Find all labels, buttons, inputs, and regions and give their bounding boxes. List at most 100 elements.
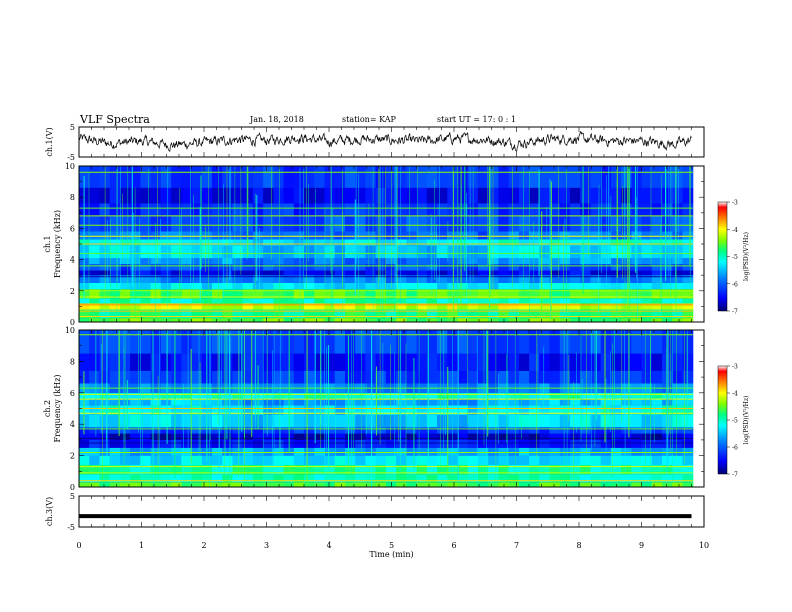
spectrogram-cell — [140, 203, 152, 216]
spectrogram-cell — [304, 330, 315, 354]
spectrogram-cell — [263, 231, 274, 240]
spectrogram-cell — [600, 353, 612, 371]
spectrogram-cell — [324, 239, 336, 246]
spectrogram-cell — [109, 270, 121, 276]
spectrogram-cell — [570, 330, 581, 354]
spectrogram-cell — [293, 330, 305, 354]
spectrogram-cell — [375, 447, 387, 456]
spectrogram-cell — [570, 414, 581, 428]
spectrogram-cell — [631, 318, 643, 322]
spectrogram-cell — [580, 270, 591, 276]
spectrogram-cell — [375, 427, 387, 434]
spectrogram-cell — [631, 187, 643, 204]
spectrogram-cell — [324, 264, 336, 271]
spectrogram-cell — [242, 275, 254, 283]
spectrogram-cell — [263, 392, 274, 400]
spectrogram-cell — [672, 270, 684, 276]
spectrogram-cell — [406, 318, 418, 322]
spectrogram-cell — [641, 309, 653, 319]
spectrogram-cell — [437, 289, 448, 299]
spectrogram-cell — [334, 245, 346, 259]
spectrogram-cell — [191, 283, 203, 290]
spectrogram-cell — [130, 330, 141, 354]
spectrogram-cell — [570, 309, 581, 319]
y-axis-label: Frequency (kHz) — [53, 374, 62, 442]
spectrogram-cell — [498, 433, 510, 440]
x-tick-label: 6 — [451, 541, 456, 550]
spectrogram-cell — [549, 289, 561, 299]
spectrogram-cell — [334, 275, 346, 283]
spectrogram-cell — [549, 405, 561, 415]
spectrogram-cell — [416, 318, 428, 322]
spectrogram-cell — [365, 203, 377, 216]
spectrogram-cell — [539, 298, 551, 304]
spectrogram-cell — [222, 166, 233, 188]
spectrogram-cell — [273, 309, 285, 319]
spectrogram-cell — [242, 289, 254, 299]
spectrogram-cell — [539, 330, 551, 354]
spectrogram-cell — [324, 414, 336, 428]
spectrogram-cell — [130, 392, 141, 400]
spectrogram-cell — [99, 353, 111, 371]
spectrogram-cell — [242, 370, 254, 384]
spectrogram-cell — [570, 245, 581, 259]
spectrogram-cell — [477, 245, 489, 259]
spectrogram-cell — [130, 166, 141, 188]
spectrogram-cell — [498, 309, 510, 319]
spectrogram-cell — [498, 264, 510, 271]
spectrogram-cell — [621, 258, 632, 265]
spectrogram-cell — [385, 303, 397, 310]
ch1-trace — [78, 130, 692, 153]
spectrogram-cell — [324, 203, 336, 216]
spectrogram-cell — [109, 474, 121, 483]
spectrogram-cell — [212, 399, 223, 406]
spectrogram-cell — [252, 482, 264, 487]
spectrogram-cell — [662, 474, 673, 483]
spectrogram-cell — [119, 465, 131, 475]
spectrogram-cell — [375, 275, 387, 283]
spectrogram-cell — [539, 318, 551, 322]
spectrogram-cell — [345, 433, 356, 440]
spectrogram-cell — [508, 239, 520, 246]
spectrogram-cell — [621, 474, 632, 483]
spectrogram-cell — [416, 455, 428, 465]
x-tick-label: 10 — [699, 541, 709, 550]
spectrogram-cell — [529, 399, 540, 406]
spectrogram-cell — [375, 215, 387, 232]
spectrogram-cell — [140, 239, 152, 246]
spectrogram-cell — [488, 405, 499, 415]
spectrogram-cell — [314, 309, 326, 319]
spectrogram-cell — [304, 270, 315, 276]
spectrogram-cell — [212, 330, 223, 354]
spectrogram-cell — [641, 414, 653, 428]
spectrogram-cell — [232, 447, 244, 456]
spectrogram-cell — [365, 298, 377, 304]
spectrogram-cell — [600, 275, 612, 283]
spectrogram-cell — [314, 433, 326, 440]
spectrogram-cell — [201, 215, 213, 232]
spectrogram-cell — [457, 455, 469, 465]
spectrogram-cell — [396, 370, 407, 384]
spectrogram-cell — [508, 370, 520, 384]
spectrogram-cell — [324, 465, 336, 475]
spectrogram-cell — [467, 439, 479, 448]
spectrogram-cell — [263, 455, 274, 465]
spectrogram-cell — [283, 465, 295, 475]
spectrogram-cell — [457, 447, 469, 456]
spectrogram-cell — [222, 392, 233, 400]
spectrogram-cell — [396, 258, 407, 265]
spectrogram-cell — [672, 166, 684, 188]
spectrogram-cell — [89, 405, 100, 415]
spectrogram-cell — [191, 270, 203, 276]
spectrogram-cell — [334, 203, 346, 216]
spectrogram-cell — [365, 330, 377, 354]
x-tick-label: 5 — [389, 541, 394, 550]
spectrogram-cell — [610, 392, 622, 400]
y-tick-label: 2 — [70, 452, 75, 461]
spectrogram-cell — [79, 318, 90, 322]
spectrogram-cell — [222, 270, 233, 276]
spectrogram-cell — [570, 264, 581, 271]
spectrogram-cell — [283, 166, 295, 188]
spectrogram-cell — [488, 370, 499, 384]
spectrogram-cell — [99, 330, 111, 354]
